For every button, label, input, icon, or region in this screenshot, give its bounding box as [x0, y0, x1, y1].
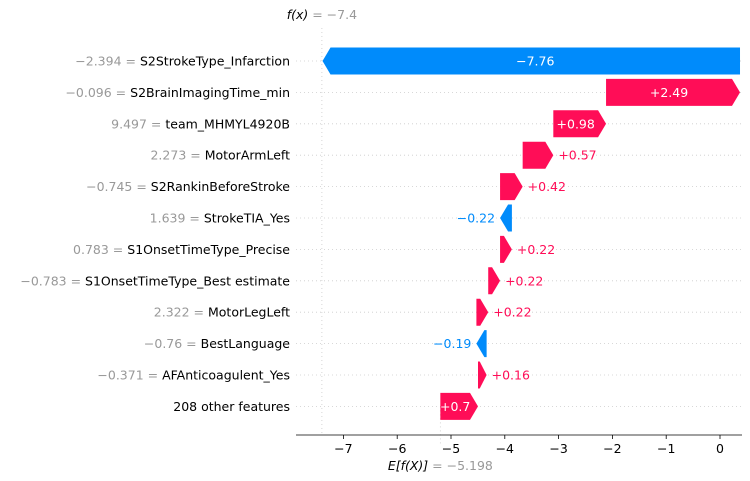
feature-name: team_MHMYL4920B: [165, 116, 290, 131]
feature-name: 208 other features: [173, 399, 290, 414]
x-tick-label: −6: [388, 441, 406, 456]
fx-label: f(x): [287, 7, 313, 22]
feature-label: −0.745 = S2RankinBeforeStroke: [86, 179, 290, 194]
bar-value-label: +0.7: [440, 399, 470, 414]
bar-value-label: −0.22: [457, 211, 495, 226]
fx-value: = −7.4: [312, 7, 357, 22]
feature-value: −0.096 =: [65, 85, 130, 100]
feature-label: 2.273 = MotorArmLeft: [150, 148, 290, 163]
x-tick-label: −5: [442, 441, 460, 456]
feature-value: −2.394 =: [75, 54, 140, 69]
x-tick-label: −1: [657, 441, 675, 456]
feature-name: S2StrokeType_Infarction: [140, 54, 290, 69]
feature-value: −0.76 =: [144, 336, 201, 351]
feature-name: AFAnticoagulent_Yes: [162, 368, 290, 383]
waterfall-bar: [553, 110, 607, 138]
x-tick-label: −7: [334, 441, 352, 456]
feature-labels: −2.394 = S2StrokeType_Infarction −0.096 =…: [20, 54, 290, 414]
bar-value-label: +0.57: [558, 148, 596, 163]
feature-name: S1OnsetTimeType_Best estimate: [85, 273, 290, 288]
feature-value: −0.783 =: [20, 273, 85, 288]
feature-value: 2.322 =: [154, 305, 208, 320]
base-value: = −5.198: [432, 458, 493, 473]
feature-value: 2.273 =: [150, 148, 204, 163]
x-tick-label: −3: [549, 441, 567, 456]
bar-value-label: −0.19: [433, 336, 471, 351]
waterfall-bar: [322, 47, 741, 75]
feature-name: S2RankinBeforeStroke: [151, 179, 291, 194]
reference-lines: [321, 28, 441, 445]
feature-label: 208 other features: [173, 399, 290, 414]
waterfall-bar: [500, 204, 512, 232]
bar-value-label: +2.49: [650, 85, 688, 100]
fx-annotation: f(x) = −7.4: [287, 7, 357, 22]
feature-label: −0.783 = S1OnsetTimeType_Best estimate: [20, 273, 290, 288]
waterfall-bar: [500, 173, 523, 201]
waterfall-bar: [476, 330, 487, 358]
feature-value: 1.639 =: [150, 211, 204, 226]
feature-name: MotorLegLeft: [208, 305, 290, 320]
bars: −7.76 +2.49 +0.98 +0.57 +0.42 −0.22 +0.22 +0.22…: [322, 47, 741, 420]
bar-value-label: −7.76: [516, 54, 554, 69]
bar-value-label: +0.22: [517, 242, 555, 257]
waterfall-bar: [522, 141, 554, 169]
waterfall-bar: [478, 361, 487, 389]
x-tick-label: −4: [496, 441, 514, 456]
feature-label: −0.371 = AFAnticoagulent_Yes: [97, 368, 290, 383]
bar-value-label: +0.22: [493, 305, 531, 320]
waterfall-bar: [440, 392, 479, 420]
feature-name: BestLanguage: [201, 336, 291, 351]
feature-label: −2.394 = S2StrokeType_Infarction: [75, 54, 290, 69]
x-axis: −7 −6 −5 −4 −3 −2 −1 0 E[f(X)] = −5.198: [296, 434, 742, 473]
base-value-annotation: E[f(X)] = −5.198: [388, 458, 493, 473]
feature-value: 0.783 =: [73, 242, 127, 257]
feature-name: S2BrainImagingTime_min: [130, 85, 290, 100]
x-tick-label: 0: [716, 441, 724, 456]
base-label: E[f(X)]: [388, 458, 432, 473]
feature-value: 9.497 =: [111, 116, 165, 131]
waterfall-bar: [476, 298, 489, 326]
x-tick-label: −2: [603, 441, 621, 456]
feature-label: −0.096 = S2BrainImagingTime_min: [65, 85, 290, 100]
waterfall-bar: [488, 267, 501, 295]
feature-label: 1.639 = StrokeTIA_Yes: [150, 211, 290, 226]
feature-name: MotorArmLeft: [205, 148, 290, 163]
feature-label: 2.322 = MotorLegLeft: [154, 305, 290, 320]
feature-value: −0.371 =: [97, 368, 162, 383]
bar-value-label: +0.98: [557, 116, 595, 131]
bar-value-label: +0.42: [528, 179, 566, 194]
waterfall-bar: [606, 78, 741, 106]
feature-label: −0.76 = BestLanguage: [144, 336, 290, 351]
bar-value-label: +0.22: [505, 273, 543, 288]
feature-label: 0.783 = S1OnsetTimeType_Precise: [73, 242, 290, 257]
grid-lines: [296, 60, 742, 407]
fx-annotation-text: f(x) = −7.4: [287, 7, 357, 22]
feature-name: S1OnsetTimeType_Precise: [127, 242, 290, 257]
waterfall-bar: [500, 235, 512, 263]
feature-name: StrokeTIA_Yes: [204, 211, 290, 226]
feature-label: 9.497 = team_MHMYL4920B: [111, 116, 290, 131]
bar-value-label: +0.16: [492, 368, 530, 383]
feature-value: −0.745 =: [86, 179, 151, 194]
